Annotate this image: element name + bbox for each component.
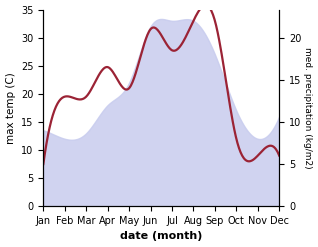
Y-axis label: max temp (C): max temp (C) bbox=[5, 72, 16, 144]
Y-axis label: med. precipitation (kg/m2): med. precipitation (kg/m2) bbox=[303, 47, 313, 169]
X-axis label: date (month): date (month) bbox=[120, 231, 203, 242]
